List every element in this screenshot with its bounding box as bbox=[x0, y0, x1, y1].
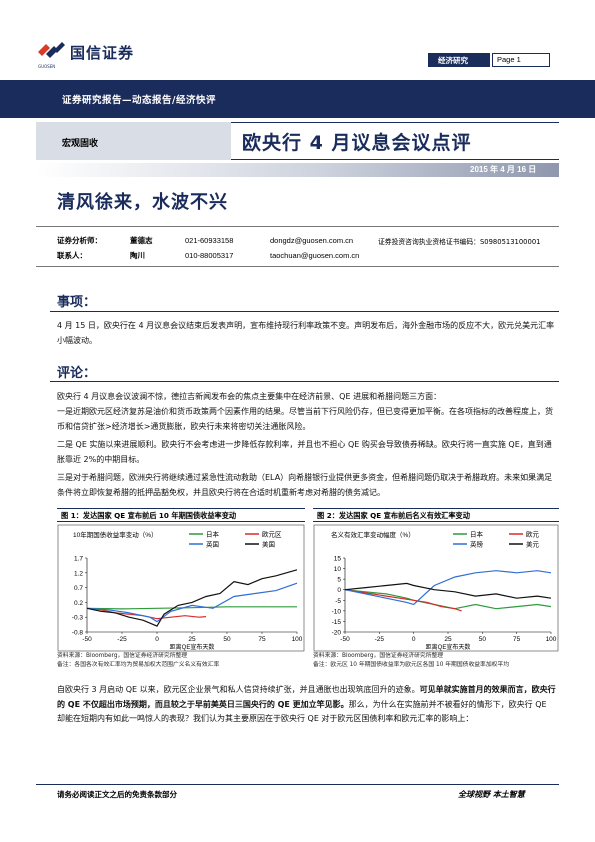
section-rule bbox=[50, 381, 559, 382]
logo: 国信证券 GUOSEN bbox=[36, 40, 156, 74]
legend-label: 美国 bbox=[262, 540, 275, 549]
figure2-note: 备注：欧元区 10 年期国债收益率为欧元区各国 10 年期国债收益率加权平均 bbox=[313, 662, 510, 668]
divider bbox=[36, 226, 559, 227]
x-tick-label: 0 bbox=[155, 636, 159, 643]
figure2-header: 图 2：发达国家 QE 宣布前后名义有效汇率变动 bbox=[313, 508, 559, 522]
events-text: 4 月 15 日，欧央行在 4 月议息会议结束后发表声明，宣布维持现行利率政策不… bbox=[57, 321, 555, 345]
y-tick-label: 10 bbox=[334, 566, 342, 573]
series-line-英镑 bbox=[344, 570, 552, 606]
footer-disclaimer: 请务必阅读正文之后的免责条款部分 bbox=[57, 790, 177, 799]
y-tick-label: -20 bbox=[332, 630, 342, 637]
x-tick-label: 0 bbox=[412, 636, 416, 643]
comment-p5-a: 自欧央行 3 月启动 QE 以来，欧元区企业景气和私人信贷持续扩张，并且通胀也出… bbox=[57, 685, 420, 694]
comment-heading: 评论： bbox=[57, 366, 97, 381]
x-tick-label: -25 bbox=[375, 636, 385, 643]
footer-rule bbox=[36, 784, 559, 785]
divider bbox=[36, 266, 559, 267]
analyst-phone: 021-60933158 bbox=[185, 236, 234, 245]
figure1-source: 资料来源：Bloomberg，国信证券经济研究所整理 bbox=[57, 653, 188, 659]
figure1-note: 备注：各国各次有效汇率均为贸易加权大范围广义名义有效汇率 bbox=[57, 662, 220, 668]
analyst-cert: 证券投资咨询执业资格证书编码：S0980513100001 bbox=[378, 238, 541, 246]
comment-p5-c: 那么，为什么在实施前并不被看好的情形下，欧央行 QE 却能在短期内有如此一鸣惊人… bbox=[57, 699, 547, 724]
logo-en-text: GUOSEN bbox=[38, 64, 56, 69]
analyst-email[interactable]: dongdz@guosen.com.cn bbox=[270, 236, 354, 245]
footer-slogan: 全球视野 本土智慧 bbox=[458, 790, 525, 799]
x-tick-label: 50 bbox=[223, 636, 231, 643]
header-bar bbox=[0, 80, 595, 118]
x-tick-label: 75 bbox=[258, 636, 266, 643]
events-heading: 事项： bbox=[57, 295, 97, 310]
y-tick-label: -5 bbox=[335, 598, 341, 605]
x-tick-label: 100 bbox=[546, 636, 557, 643]
comment-p5: 自欧央行 3 月启动 QE 以来，欧元区企业景气和私人信贷持续扩张，并且通胀也出… bbox=[57, 683, 557, 727]
comment-p4: 三是对于希腊问题，欧洲央行将继续通过紧急性流动救助（ELA）向希腊银行业提供更多… bbox=[57, 473, 553, 497]
x-tick-label: 25 bbox=[188, 636, 196, 643]
y-tick-label: 0.7 bbox=[74, 585, 83, 592]
comment-p2: 一是近期欧元区经济复苏是油价和货币政策两个因素作用的结果。尽管当前下行风险仍存，… bbox=[57, 407, 553, 431]
legend-label: 欧元 bbox=[526, 530, 540, 539]
analyst-name: 董德志 bbox=[130, 236, 153, 245]
contact-phone: 010-88005317 bbox=[185, 251, 234, 260]
page-title: 欧央行 4 月议息会议点评 bbox=[242, 132, 472, 154]
title-row bbox=[36, 122, 559, 160]
report-tag: 经济研究 bbox=[428, 53, 490, 67]
contact-email[interactable]: taochuan@guosen.com.cn bbox=[270, 251, 360, 260]
contact-role: 联系人： bbox=[57, 251, 87, 260]
category-label: 宏观固收 bbox=[62, 139, 99, 149]
chart-frame bbox=[57, 524, 305, 652]
legend-label: 欧元区 bbox=[262, 530, 282, 539]
y-tick-label: 5 bbox=[337, 577, 341, 584]
section-rule bbox=[50, 311, 559, 312]
x-tick-label: 25 bbox=[444, 636, 452, 643]
series-line-英国 bbox=[86, 582, 298, 623]
logo-text: 国信证券 bbox=[70, 44, 135, 62]
legend-label: 美元 bbox=[526, 540, 540, 549]
y-tick-label: -0.3 bbox=[72, 615, 84, 622]
series-line-日本 bbox=[86, 606, 297, 610]
x-tick-label: 50 bbox=[479, 636, 487, 643]
comment-p5-b: 可见单就实施首月的效果而言，欧央行的 QE 不仅超出市场预期，而且较之于早前美英… bbox=[57, 685, 556, 709]
legend-label: 日本 bbox=[470, 530, 484, 539]
contact-name: 陶川 bbox=[130, 251, 145, 260]
figure1-header: 图 1：发达国家 QE 宣布前后 10 年期国债收益率变动 bbox=[57, 508, 305, 522]
series-line-欧元 bbox=[344, 589, 462, 612]
comment-p3: 二是 QE 实施以来进展顺利。欧央行不会考虑进一步降低存款利率，并且也不担心 Q… bbox=[57, 440, 552, 464]
x-tick-label: -50 bbox=[82, 636, 92, 643]
x-axis-label: 距离QE宣布天数 bbox=[170, 643, 215, 651]
guosen-logo-icon bbox=[38, 42, 65, 58]
report-date: 2015 年 4 月 16 日 bbox=[470, 165, 537, 174]
y-tick-label: 0.2 bbox=[74, 600, 83, 607]
report-type: 证券研究报告—动态报告/经济快评 bbox=[62, 95, 216, 106]
figure2-source: 资料来源：Bloomberg，国信证券经济研究所整理 bbox=[313, 653, 444, 659]
legend-label: 英镑 bbox=[470, 540, 484, 549]
y-tick-label: 1.7 bbox=[74, 556, 83, 563]
y-tick-label: 15 bbox=[334, 556, 342, 563]
x-axis-label: 距离QE宣布天数 bbox=[426, 643, 471, 651]
page-number: Page 1 bbox=[492, 53, 550, 67]
y-tick-label: 0 bbox=[337, 587, 341, 594]
legend-label: 英国 bbox=[206, 540, 219, 549]
y-tick-label: 1.2 bbox=[74, 570, 83, 577]
category-box bbox=[36, 122, 231, 160]
y-tick-label: -10 bbox=[332, 608, 342, 615]
chart-frame bbox=[313, 524, 559, 652]
x-tick-label: -25 bbox=[117, 636, 127, 643]
y-tick-label: -15 bbox=[332, 619, 342, 626]
chart-title: 名义有效汇率变动幅度（%） bbox=[331, 530, 415, 539]
headline: 清风徐来，水波不兴 bbox=[57, 192, 228, 213]
x-tick-label: 100 bbox=[292, 636, 303, 643]
chart-title: 10年期国债收益率变动（%） bbox=[73, 530, 158, 539]
x-tick-label: -50 bbox=[340, 636, 350, 643]
legend-label: 日本 bbox=[206, 530, 220, 539]
y-tick-label: -0.8 bbox=[72, 630, 84, 637]
comment-p1: 欧央行 4 月议息会议波澜不惊，德拉吉新闻发布会的焦点主要集中在经济前景、QE … bbox=[57, 392, 442, 401]
series-line-美国 bbox=[86, 569, 298, 627]
date-strip bbox=[36, 163, 559, 177]
analyst-role: 证券分析师： bbox=[57, 236, 102, 245]
series-line-美元 bbox=[344, 582, 552, 599]
x-tick-label: 75 bbox=[513, 636, 521, 643]
